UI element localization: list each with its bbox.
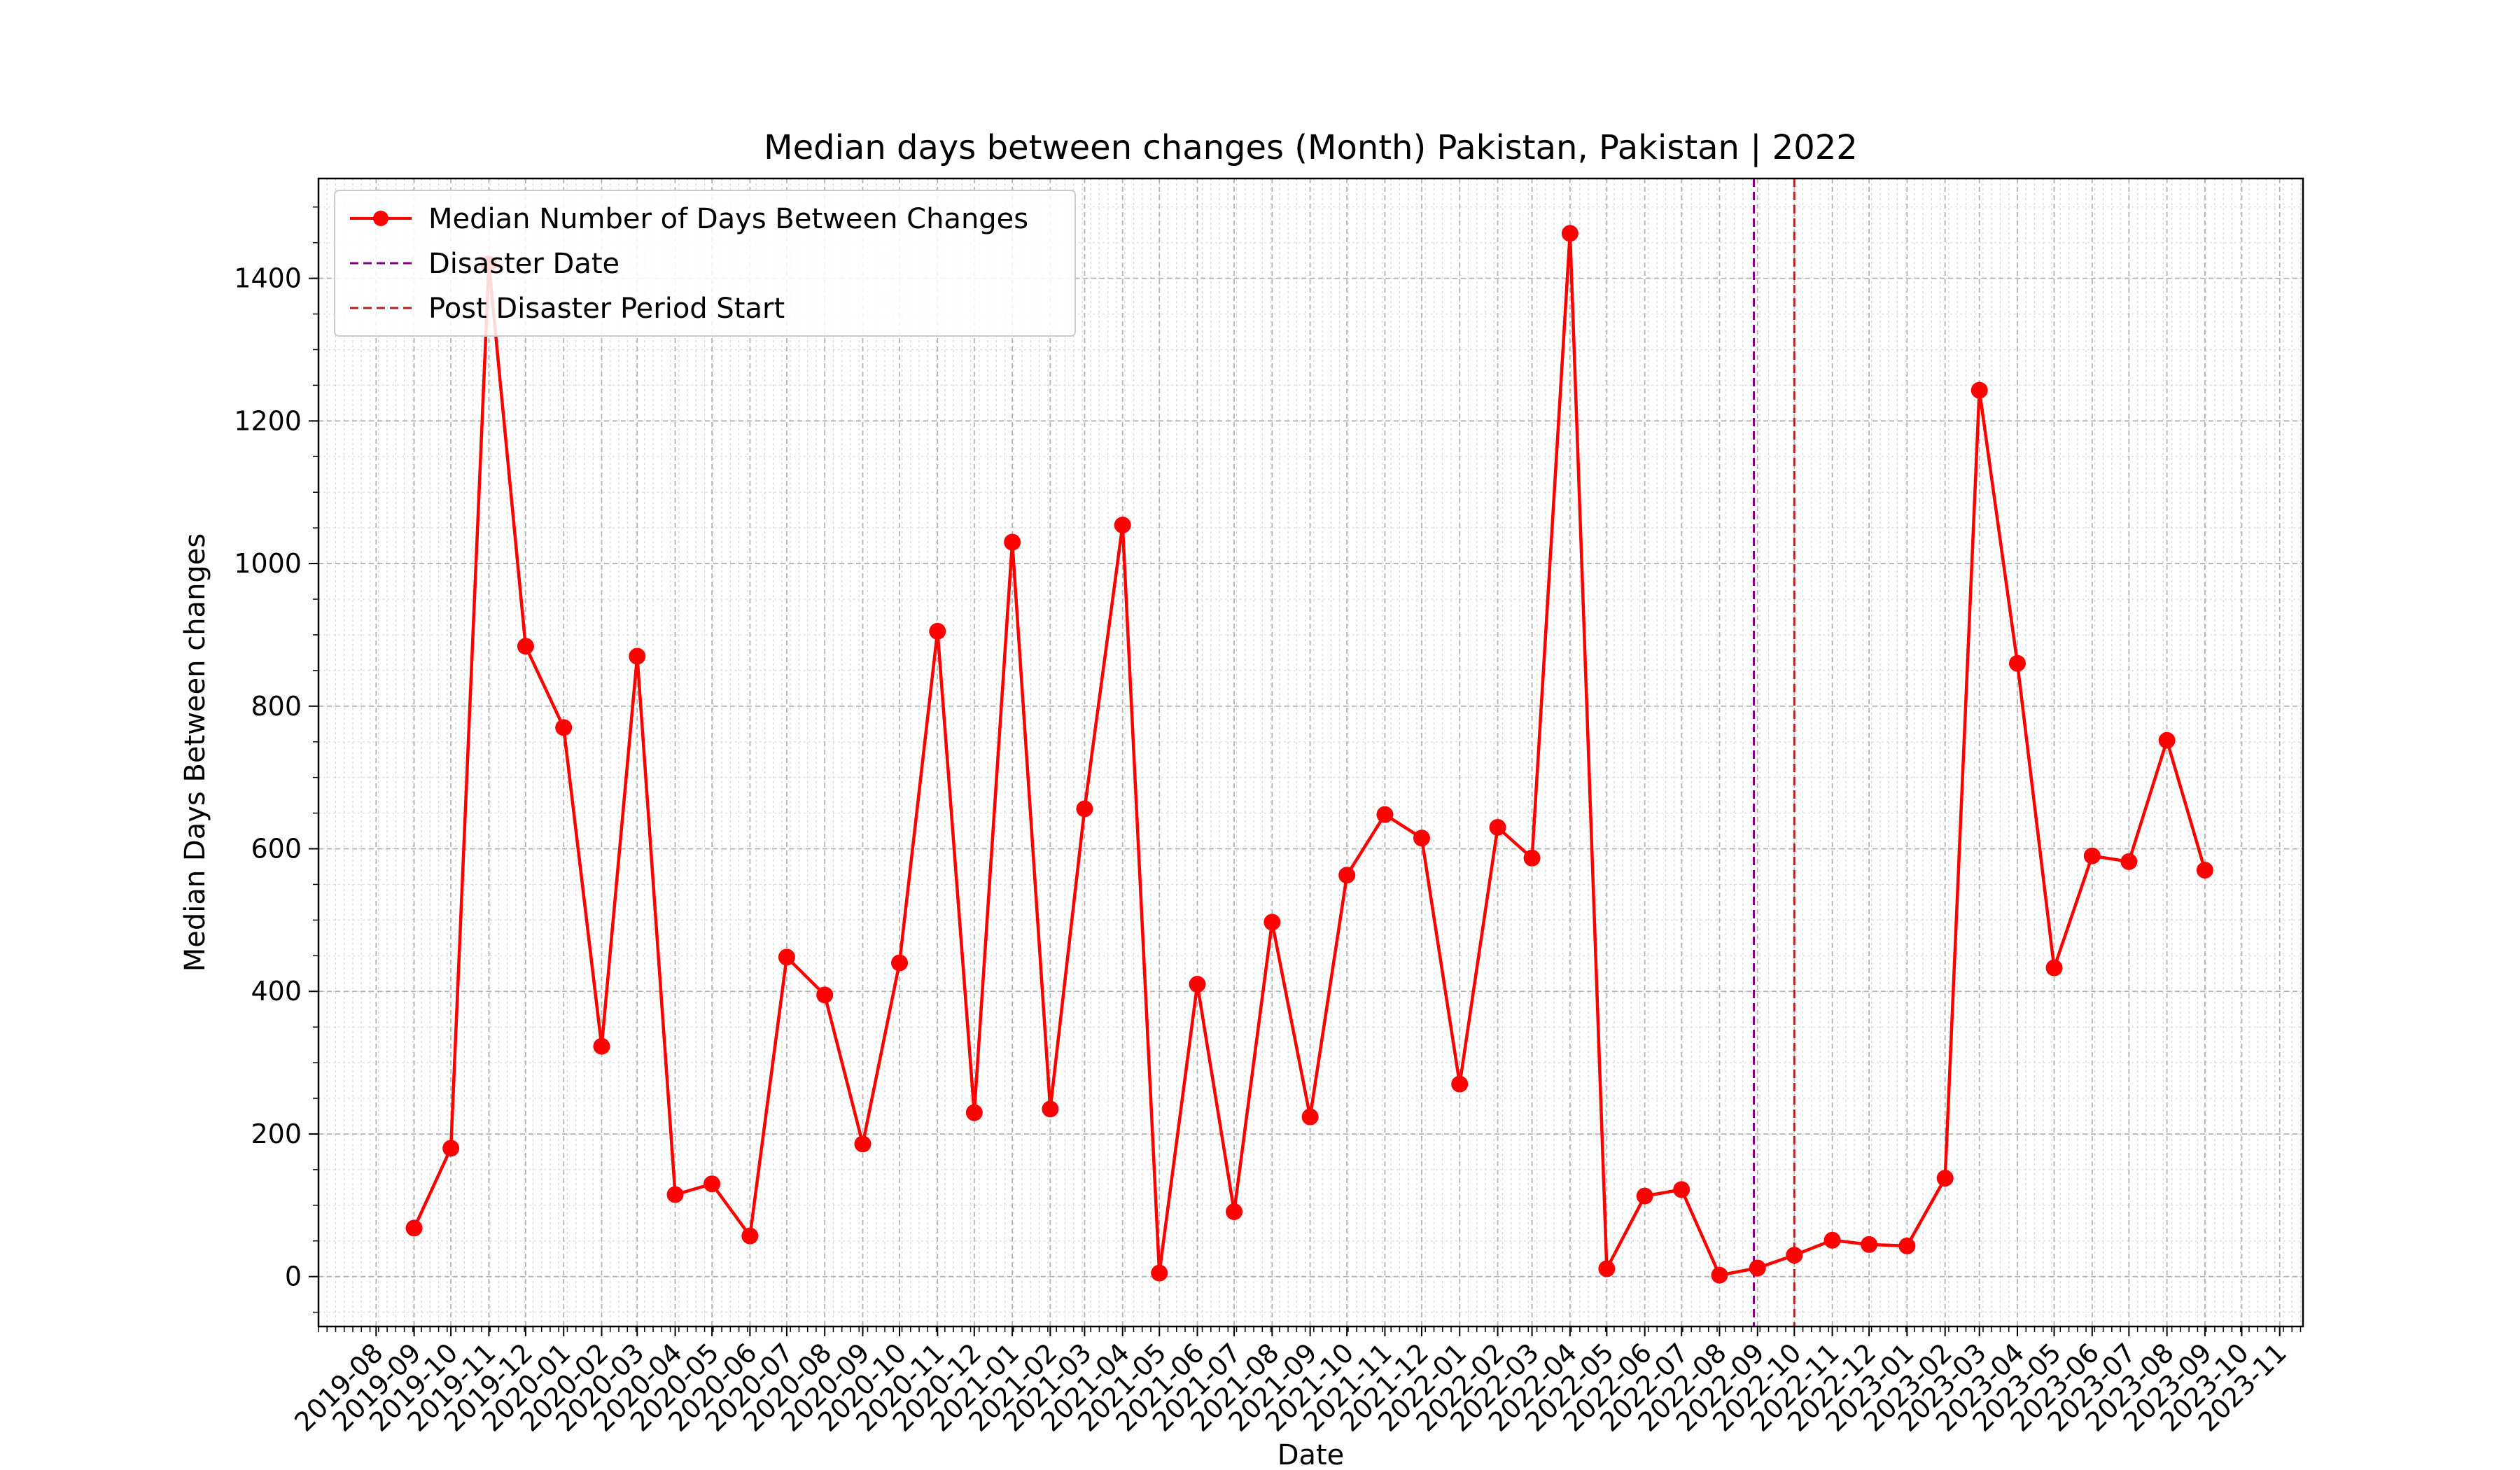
x-axis-ticks: 2019-082019-092019-102019-112019-122020-…	[288, 1326, 2302, 1438]
data-point	[1636, 1187, 1653, 1205]
x-axis-label: Date	[1278, 1439, 1345, 1470]
data-point	[1338, 867, 1356, 884]
data-point	[2196, 862, 2213, 879]
data-point	[2083, 847, 2101, 864]
data-point	[2120, 853, 2138, 870]
series-points	[405, 225, 2213, 1284]
data-point	[816, 986, 834, 1004]
data-point	[965, 1104, 983, 1121]
data-point	[741, 1227, 759, 1245]
data-point	[778, 948, 795, 966]
data-point	[1970, 382, 1988, 399]
legend-box	[334, 190, 1076, 337]
data-point	[1561, 225, 1578, 242]
data-point	[1451, 1075, 1469, 1093]
data-point	[1413, 830, 1430, 847]
y-tick-label: 400	[251, 976, 302, 1007]
data-point	[1042, 1100, 1059, 1118]
data-point	[1786, 1247, 1803, 1264]
y-tick-label: 1200	[234, 405, 302, 436]
minor-grid	[318, 178, 2303, 1326]
data-point	[2008, 654, 2026, 672]
data-point	[405, 1219, 423, 1237]
data-point	[704, 1175, 721, 1193]
legend-marker-series-dot	[373, 211, 388, 226]
y-axis-label: Median Days Between changes	[179, 533, 211, 972]
y-tick-label: 0	[285, 1261, 302, 1292]
data-point	[1226, 1203, 1243, 1220]
data-point	[1076, 800, 1093, 818]
legend-entry-disaster-date: Disaster Date	[428, 248, 620, 280]
y-tick-label: 600	[251, 834, 302, 864]
data-point	[1598, 1260, 1616, 1278]
chart-title: Median days between changes (Month) Paki…	[764, 128, 1858, 167]
data-point	[1301, 1108, 1319, 1126]
data-point	[854, 1135, 872, 1153]
legend-entry-series: Median Number of Days Between Changes	[428, 203, 1028, 235]
data-point	[1264, 913, 1281, 931]
data-point	[1936, 1170, 1954, 1187]
y-tick-label: 800	[251, 691, 302, 722]
data-point	[1151, 1264, 1168, 1282]
data-point	[1114, 517, 1131, 534]
data-point	[891, 954, 909, 972]
legend: Median Number of Days Between Changes Di…	[334, 190, 1076, 337]
data-point	[1523, 849, 1541, 867]
data-point	[555, 719, 573, 736]
y-tick-label: 200	[251, 1119, 302, 1149]
data-point	[2045, 959, 2063, 976]
data-point	[929, 622, 946, 640]
data-point	[1489, 818, 1506, 836]
reference-lines	[1753, 178, 1795, 1326]
data-point	[1376, 806, 1394, 823]
data-point	[1673, 1181, 1690, 1198]
data-point	[1898, 1237, 1916, 1254]
data-point	[1189, 976, 1206, 993]
data-point	[593, 1037, 610, 1055]
data-point	[442, 1140, 460, 1157]
y-tick-label: 1400	[234, 263, 302, 294]
data-point	[2158, 732, 2176, 749]
data-point	[1823, 1231, 1841, 1249]
data-point	[1004, 533, 1021, 551]
y-tick-label: 1000	[234, 548, 302, 579]
data-point	[1711, 1266, 1728, 1284]
data-point	[517, 638, 534, 655]
data-point	[629, 648, 646, 665]
y-axis-ticks: 0 200 400 600 800 1000 1200 1400	[234, 206, 318, 1313]
data-point	[1749, 1259, 1766, 1277]
data-point	[666, 1186, 684, 1203]
legend-entry-post-disaster-start: Post Disaster Period Start	[428, 293, 785, 325]
data-point	[1861, 1236, 1878, 1253]
